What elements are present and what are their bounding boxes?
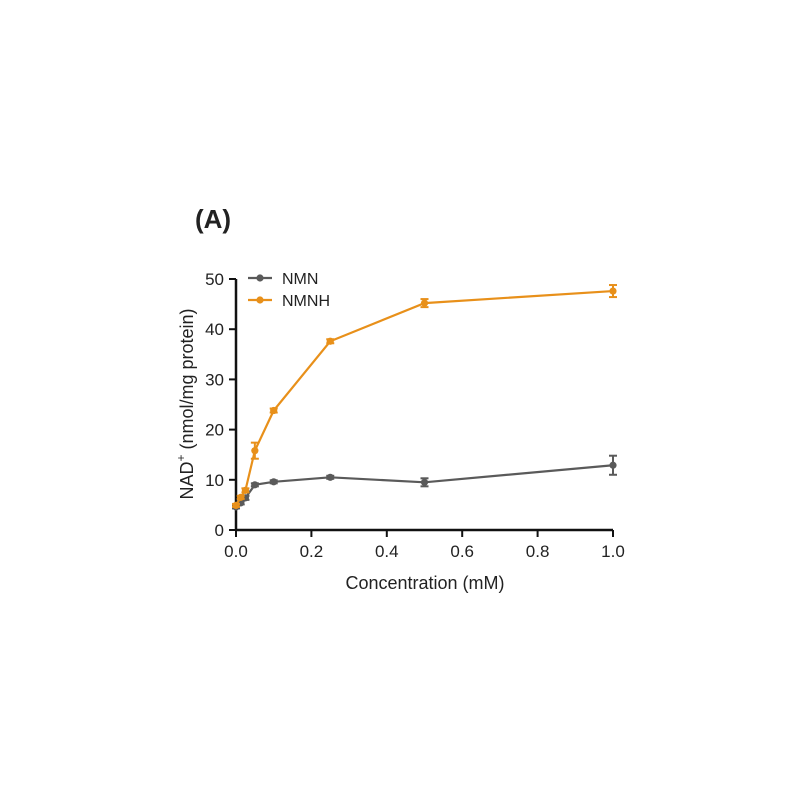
y-tick-label: 50 [205,270,224,289]
data-point [326,473,334,481]
x-tick-label: 0.4 [375,542,399,561]
x-axis-title: Concentration (mM) [345,573,504,593]
y-tick-label: 30 [205,370,224,389]
data-point [241,486,250,494]
y-ticks: 0 10 20 30 40 50 [205,270,236,540]
legend-marker [256,296,264,304]
y-tick-label: 0 [215,521,224,540]
legend-label: NMNH [282,293,330,310]
x-tick-label: 0.2 [300,542,324,561]
data-point [420,478,429,486]
legend-item-nmn: NMN [248,271,318,288]
legend: NMN NMNH [248,271,330,310]
data-point [609,287,617,295]
data-point [420,299,429,307]
x-tick-label: 0.8 [526,542,550,561]
data-point [251,447,259,455]
data-point [232,501,240,510]
data-point [270,478,278,486]
y-tick-label: 10 [205,471,224,490]
data-point [326,337,334,345]
series-nmnh [232,284,617,510]
legend-label: NMN [282,271,318,288]
data-point [251,481,259,489]
series-layer [232,284,617,511]
data-point [270,406,278,415]
panel-label: (A) [195,204,231,234]
y-axis-title: NAD+ (nmol/mg protein) [174,308,197,499]
x-tick-label: 0.0 [224,542,248,561]
data-point [237,493,245,501]
series-line [235,289,614,506]
legend-marker [256,274,264,282]
data-point [609,461,617,469]
y-axis-title-superscript: + [174,455,188,462]
x-tick-label: 1.0 [601,542,625,561]
series-nmn [232,454,617,511]
y-axis-title-main: NAD [177,462,197,500]
y-tick-label: 40 [205,320,224,339]
legend-item-nmnh: NMNH [248,293,330,310]
y-axis-title-rest: (nmol/mg protein) [177,308,197,454]
x-ticks: 0.0 0.2 0.4 0.6 0.8 1.0 [224,530,625,561]
y-tick-label: 20 [205,421,224,440]
axes [234,279,613,532]
x-tick-label: 0.6 [450,542,474,561]
